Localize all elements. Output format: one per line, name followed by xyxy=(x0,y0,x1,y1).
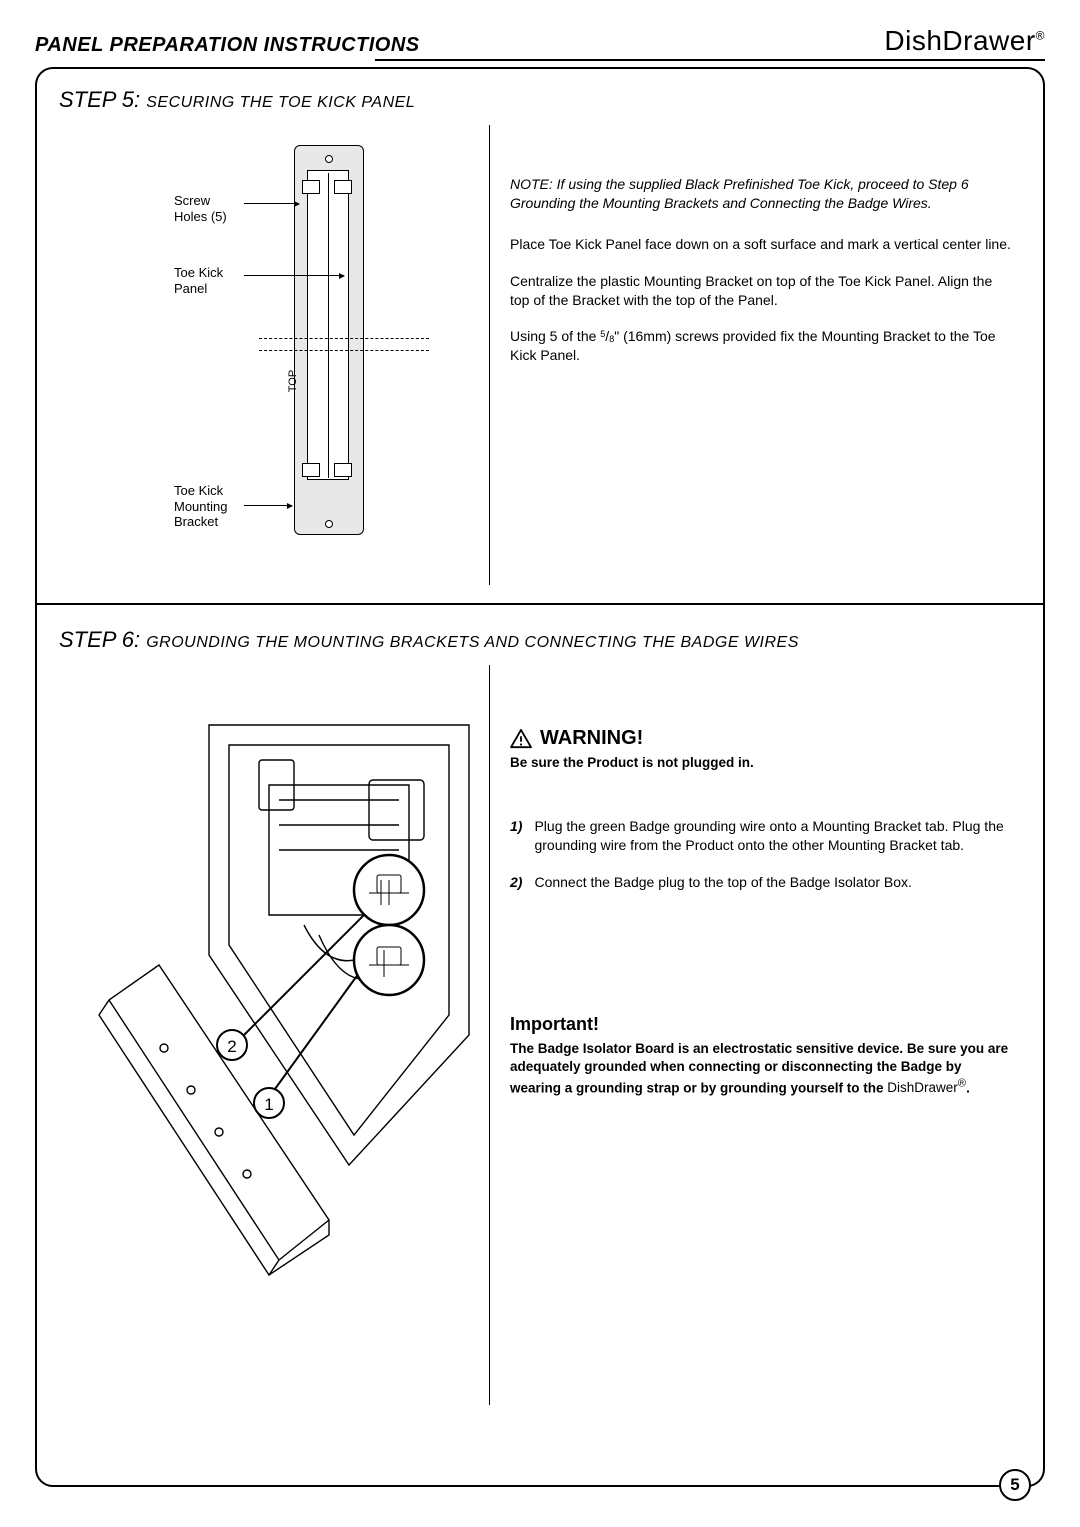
list-num: 2) xyxy=(510,873,522,892)
bracket-tab xyxy=(334,463,352,477)
important-symbol: ® xyxy=(958,1078,966,1090)
step6-text: WARNING! Be sure the Product is not plug… xyxy=(490,665,1021,1405)
important-brand: DishDrawer xyxy=(887,1080,958,1095)
step5-title: STEP 5: SECURING THE TOE KICK PANEL xyxy=(59,87,1021,113)
step5-desc: SECURING THE TOE KICK PANEL xyxy=(146,94,415,111)
header-rule xyxy=(375,59,1045,61)
warning-icon xyxy=(510,729,532,749)
important-body-b: . xyxy=(966,1080,970,1095)
bracket-tab xyxy=(302,180,320,194)
step6-diagram: 1 2 xyxy=(69,665,479,1305)
step5-p2: Centralize the plastic Mounting Bracket … xyxy=(510,272,1011,310)
step5-p1: Place Toe Kick Panel face down on a soft… xyxy=(510,235,1011,254)
centerline xyxy=(259,338,429,339)
step-separator xyxy=(37,603,1043,605)
step5-prefix: STEP 5: xyxy=(59,87,140,112)
step6-desc: GROUNDING THE MOUNTING BRACKETS AND CONN… xyxy=(146,634,799,651)
content-frame: STEP 5: SECURING THE TOE KICK PANEL xyxy=(35,67,1045,1487)
callout-2-text: 2 xyxy=(227,1037,236,1056)
label-top: TOP xyxy=(287,370,299,392)
page-number: 5 xyxy=(999,1469,1031,1501)
list-text: Connect the Badge plug to the top of the… xyxy=(534,873,912,892)
centerline xyxy=(259,350,429,351)
warning-row: WARNING! xyxy=(510,725,1011,752)
step5-block: Screw Holes (5) Toe Kick Panel Toe Kick … xyxy=(59,125,1021,585)
step5-p3a: Using 5 of the xyxy=(510,328,600,344)
label-toe-kick-bracket: Toe Kick Mounting Bracket xyxy=(174,483,227,530)
callout-1-text: 1 xyxy=(264,1095,273,1114)
leader-arrow xyxy=(244,203,299,204)
step6-diagram-col: 1 2 xyxy=(59,665,489,1405)
list-item: 1) Plug the green Badge grounding wire o… xyxy=(510,817,1011,855)
warning-title: WARNING! xyxy=(540,725,643,752)
fraction: 5/8 xyxy=(600,328,614,344)
important-title: Important! xyxy=(510,1012,1011,1036)
step6-list: 1) Plug the green Badge grounding wire o… xyxy=(510,817,1011,892)
list-item: 2) Connect the Badge plug to the top of … xyxy=(510,873,1011,892)
list-num: 1) xyxy=(510,817,522,855)
step6-prefix: STEP 6: xyxy=(59,627,140,652)
warning-subtitle: Be sure the Product is not plugged in. xyxy=(510,754,1011,772)
bracket-tab xyxy=(302,463,320,477)
page-header: PANEL PREPARATION INSTRUCTIONS DishDrawe… xyxy=(35,25,1045,57)
leader-arrow xyxy=(244,505,292,506)
label-screw-holes: Screw Holes (5) xyxy=(174,193,227,224)
step6-block: 1 2 WARNING! Be sure the Product is not … xyxy=(59,665,1021,1405)
page-number-text: 5 xyxy=(1010,1475,1019,1495)
panel-prep-title: PANEL PREPARATION INSTRUCTIONS xyxy=(35,34,420,57)
brand-inline: DishDrawer® xyxy=(887,1080,966,1095)
frac-num: 5 xyxy=(600,329,605,339)
step5-text: NOTE: If using the supplied Black Prefin… xyxy=(490,125,1021,585)
step5-diagram-col: Screw Holes (5) Toe Kick Panel Toe Kick … xyxy=(59,125,489,585)
step6-title: STEP 6: GROUNDING THE MOUNTING BRACKETS … xyxy=(59,627,1021,653)
label-toe-kick-panel: Toe Kick Panel xyxy=(174,265,223,296)
brand-name: DishDrawer® xyxy=(884,25,1045,57)
important-body: The Badge Isolator Board is an electrost… xyxy=(510,1040,1011,1097)
bracket-tab xyxy=(334,180,352,194)
screw-hole-icon xyxy=(325,520,333,528)
vertical-centerline xyxy=(328,173,329,478)
leader-arrow xyxy=(244,275,344,276)
step5-diagram: Screw Holes (5) Toe Kick Panel Toe Kick … xyxy=(84,125,464,555)
step5-note: NOTE: If using the supplied Black Prefin… xyxy=(510,175,1011,213)
step6-svg: 1 2 xyxy=(69,665,479,1305)
screw-hole-icon xyxy=(325,155,333,163)
brand-symbol: ® xyxy=(1036,29,1045,43)
list-text: Plug the green Badge grounding wire onto… xyxy=(534,817,1011,855)
step5-p3: Using 5 of the 5/8" (16mm) screws provid… xyxy=(510,327,1011,365)
brand-text: DishDrawer xyxy=(884,25,1035,56)
